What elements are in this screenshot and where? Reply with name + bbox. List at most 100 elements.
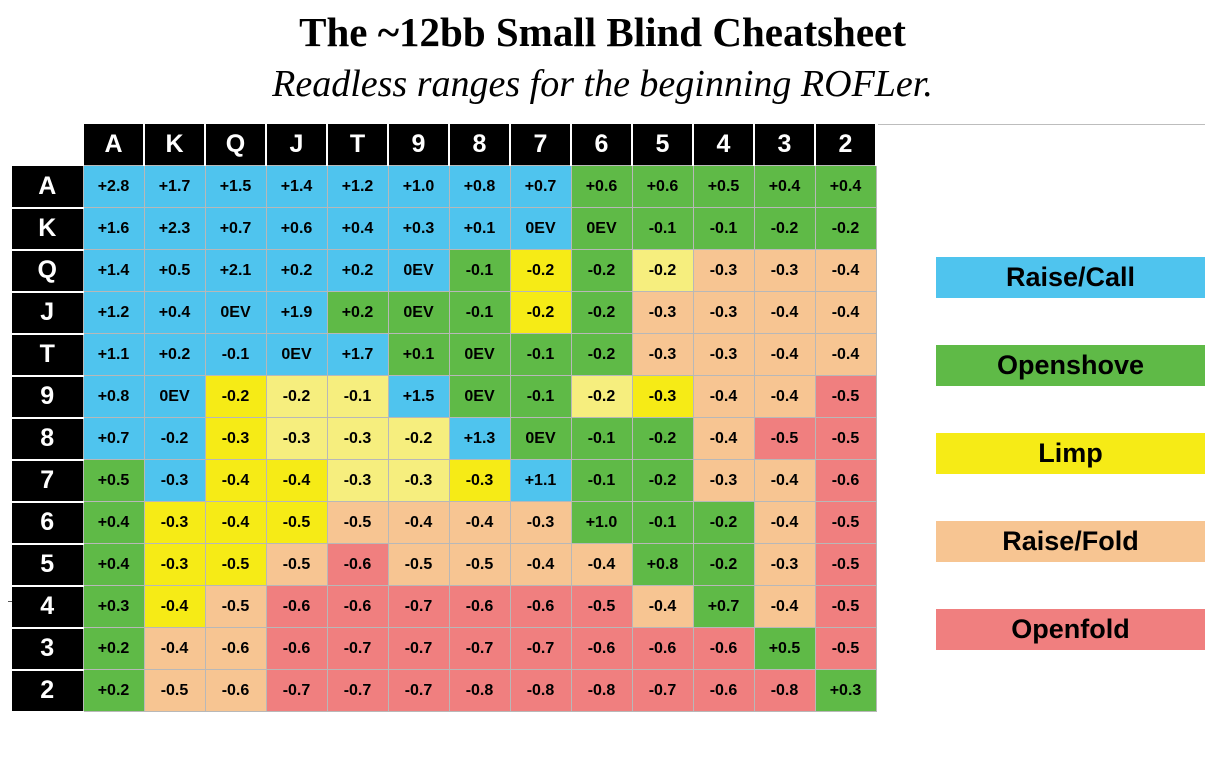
grid-row: 2 +0.2 -0.5 -0.6 -0.7 -0.7 -0.7 -0.8 -0.8 -0.8 -0.… [12,669,877,713]
hand-cell: +0.4 [82,543,145,586]
row-header-5: 5 [12,543,83,587]
hand-cell: 0EV [448,333,511,376]
hand-cell: +1.5 [387,375,450,418]
hand-cell: -0.7 [326,669,389,712]
hand-cell: -0.4 [631,585,694,628]
hand-cell: -0.7 [387,669,450,712]
hand-cell: -0.3 [692,249,755,292]
hand-cell: -0.1 [631,501,694,544]
hand-cell: -0.7 [387,585,450,628]
hand-cell: -0.3 [692,291,755,334]
hand-cell: -0.6 [692,627,755,670]
hand-cell: -0.2 [509,291,572,334]
hand-cell: -0.4 [204,501,267,544]
row-header-2: 2 [12,669,83,713]
left-tick-mark [8,601,12,602]
grid-row: 6 +0.4 -0.3 -0.4 -0.5 -0.5 -0.4 -0.4 -0.3 +1.0 -0.… [12,501,877,545]
hand-cell: +1.4 [265,165,328,208]
hand-cell: -0.6 [570,627,633,670]
hand-cell: -0.5 [814,375,877,418]
hand-cell: -0.4 [753,291,816,334]
hand-cell: -0.8 [753,669,816,712]
hand-cell: +0.7 [692,585,755,628]
hand-cell: -0.2 [509,249,572,292]
hand-cell: -0.5 [814,543,877,586]
hand-cell: -0.2 [570,375,633,418]
hand-cell: +0.3 [814,669,877,712]
hand-cell: +0.2 [82,669,145,712]
hand-cell: -0.4 [753,375,816,418]
hand-cell: +0.1 [448,207,511,250]
hand-cell: -0.2 [631,417,694,460]
hand-cell: -0.4 [814,333,877,376]
hand-cell: -0.3 [631,291,694,334]
legend-openshove-label: Openshove [936,345,1205,386]
hand-cell: -0.7 [387,627,450,670]
hand-cell: -0.4 [509,543,572,586]
hand-cell: +1.0 [570,501,633,544]
hand-cell: +0.2 [326,249,389,292]
legend-limp-label: Limp [936,433,1205,474]
hand-cell: -0.8 [448,669,511,712]
hand-cell: -0.6 [448,585,511,628]
grid-row: 7 +0.5 -0.3 -0.4 -0.4 -0.3 -0.3 -0.3 +1.1 -0.1 -0.… [12,459,877,503]
row-header-Q: Q [12,249,83,293]
hand-cell: -0.1 [692,207,755,250]
legend-raise-call-label: Raise/Call [936,257,1205,298]
hand-cell: +0.2 [265,249,328,292]
hand-cell: -0.3 [631,375,694,418]
hand-cell: -0.5 [570,585,633,628]
hand-cell: +2.1 [204,249,267,292]
hand-cell: -0.6 [265,627,328,670]
col-header-Q: Q [205,124,267,166]
grid-row: Q +1.4 +0.5 +2.1 +0.2 +0.2 0EV -0.1 -0.2 -0.2 -0.2… [12,249,877,293]
hand-cell: -0.7 [265,669,328,712]
row-header-9: 9 [12,375,83,419]
col-header-J: J [266,124,328,166]
hand-cell: +0.5 [143,249,206,292]
hand-cell: -0.3 [143,543,206,586]
hand-cell: -0.4 [814,249,877,292]
hand-cell: -0.3 [204,417,267,460]
hand-cell: 0EV [143,375,206,418]
grid-row: A +2.8 +1.7 +1.5 +1.4 +1.2 +1.0 +0.8 +0.7 +0.6 +0.… [12,165,877,209]
hand-cell: +0.6 [570,165,633,208]
hand-cell: -0.3 [326,459,389,502]
hand-cell: -0.4 [265,459,328,502]
hand-cell: -0.6 [814,459,877,502]
legend-raise-call: Raise/Call [936,257,1205,298]
hand-cell: +1.1 [509,459,572,502]
grid-row: 8 +0.7 -0.2 -0.3 -0.3 -0.3 -0.2 +1.3 0EV -0.1 -0.2… [12,417,877,461]
chart-subtitle: Readless ranges for the beginning ROFLer… [272,63,933,105]
chart-title: The ~12bb Small Blind Cheatsheet [299,9,906,55]
hand-cell: +0.6 [265,207,328,250]
hand-cell: +1.1 [82,333,145,376]
col-header-6: 6 [571,124,633,166]
hand-cell: -0.4 [753,333,816,376]
hand-cell: -0.6 [326,543,389,586]
hand-cell: -0.3 [143,501,206,544]
hand-cell: -0.2 [692,501,755,544]
col-header-7: 7 [510,124,572,166]
hand-cell: +1.5 [204,165,267,208]
hand-cell: -0.4 [753,501,816,544]
hand-cell: +0.2 [326,291,389,334]
hand-cell: -0.3 [753,249,816,292]
hand-cell: +1.9 [265,291,328,334]
hand-cell: 0EV [570,207,633,250]
hand-cell: -0.6 [631,627,694,670]
hand-cell: -0.4 [753,585,816,628]
hand-cell: -0.3 [326,417,389,460]
row-header-6: 6 [12,501,83,545]
grid-row: 3 +0.2 -0.4 -0.6 -0.6 -0.7 -0.7 -0.7 -0.7 -0.6 -0.… [12,627,877,671]
hand-cell: -0.4 [204,459,267,502]
hand-cell: -0.5 [814,627,877,670]
hand-cell: -0.1 [631,207,694,250]
grid-row: 4 +0.3 -0.4 -0.5 -0.6 -0.6 -0.7 -0.6 -0.6 -0.5 -0.… [12,585,877,629]
hand-cell: -0.2 [570,333,633,376]
hand-cell: 0EV [387,291,450,334]
col-header-T: T [327,124,389,166]
hand-cell: +1.4 [82,249,145,292]
hand-cell: -0.1 [204,333,267,376]
row-header-A: A [12,165,83,209]
